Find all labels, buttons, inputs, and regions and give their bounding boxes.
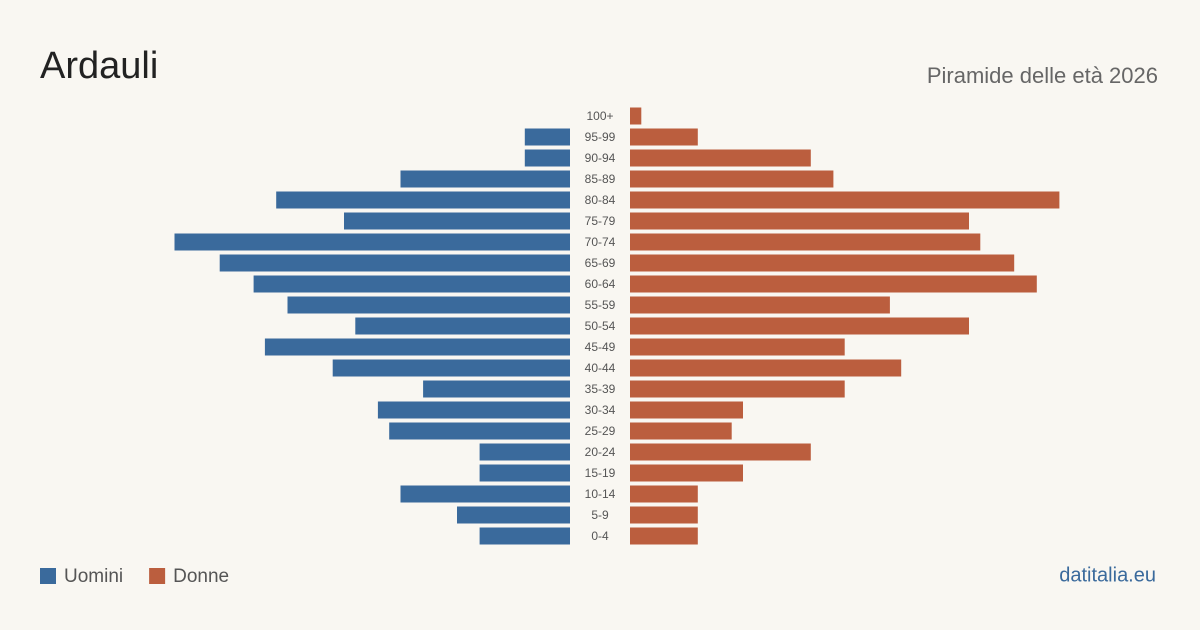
bar: [479, 443, 570, 461]
bar: [400, 485, 570, 503]
bar: [479, 464, 570, 482]
age-label: 55-59: [585, 298, 616, 312]
age-label: 25-29: [585, 424, 616, 438]
bar: [355, 317, 570, 335]
age-label: 80-84: [585, 193, 616, 207]
age-label: 10-14: [585, 487, 616, 501]
bar: [524, 128, 570, 146]
bar: [630, 401, 743, 419]
bar: [524, 149, 570, 167]
chart-title: Ardauli: [40, 45, 158, 87]
bar: [630, 128, 698, 146]
bar: [630, 233, 981, 251]
bar: [332, 359, 570, 377]
age-label: 50-54: [585, 319, 616, 333]
age-label: 20-24: [585, 445, 616, 459]
bar: [630, 254, 1015, 272]
age-label: 5-9: [591, 508, 609, 522]
bar: [630, 443, 811, 461]
bar: [630, 170, 834, 188]
age-label: 60-64: [585, 277, 616, 291]
bar: [276, 191, 570, 209]
bar: [630, 275, 1037, 293]
bar: [630, 212, 969, 230]
bar: [630, 506, 698, 524]
bar: [389, 422, 570, 440]
legend-swatch: [149, 568, 166, 584]
source: datitalia.eu: [1059, 564, 1156, 586]
bar: [219, 254, 570, 272]
bar: [423, 380, 570, 398]
bar: [344, 212, 570, 230]
age-label: 85-89: [585, 172, 616, 186]
bar: [630, 527, 698, 545]
age-label: 45-49: [585, 340, 616, 354]
bar: [264, 338, 570, 356]
age-label: 35-39: [585, 382, 616, 396]
bar: [400, 170, 570, 188]
bar: [287, 296, 570, 314]
age-label: 70-74: [585, 235, 616, 249]
bar: [630, 464, 743, 482]
age-label: 65-69: [585, 256, 616, 270]
age-label: 95-99: [585, 130, 616, 144]
age-label: 30-34: [585, 403, 616, 417]
age-label: 40-44: [585, 361, 616, 375]
bar: [253, 275, 570, 293]
age-label: 100+: [586, 109, 613, 123]
bar: [630, 338, 845, 356]
bar: [630, 359, 902, 377]
bar: [630, 380, 845, 398]
bar: [630, 317, 969, 335]
bar: [377, 401, 570, 419]
bar: [630, 296, 890, 314]
legend-swatch: [40, 568, 56, 584]
bar: [630, 107, 642, 125]
bar: [174, 233, 570, 251]
bar: [479, 527, 570, 545]
bar: [630, 422, 732, 440]
bar: [630, 485, 698, 503]
bar: [630, 149, 811, 167]
age-label: 0-4: [591, 529, 609, 543]
chart-subtitle: Piramide delle età 2026: [927, 63, 1158, 88]
age-label: 90-94: [585, 151, 616, 165]
legend-label: Donne: [173, 566, 229, 587]
age-label: 15-19: [585, 466, 616, 480]
age-label: 75-79: [585, 214, 616, 228]
legend-label: Uomini: [64, 566, 123, 587]
bar: [630, 191, 1060, 209]
bar: [457, 506, 570, 524]
